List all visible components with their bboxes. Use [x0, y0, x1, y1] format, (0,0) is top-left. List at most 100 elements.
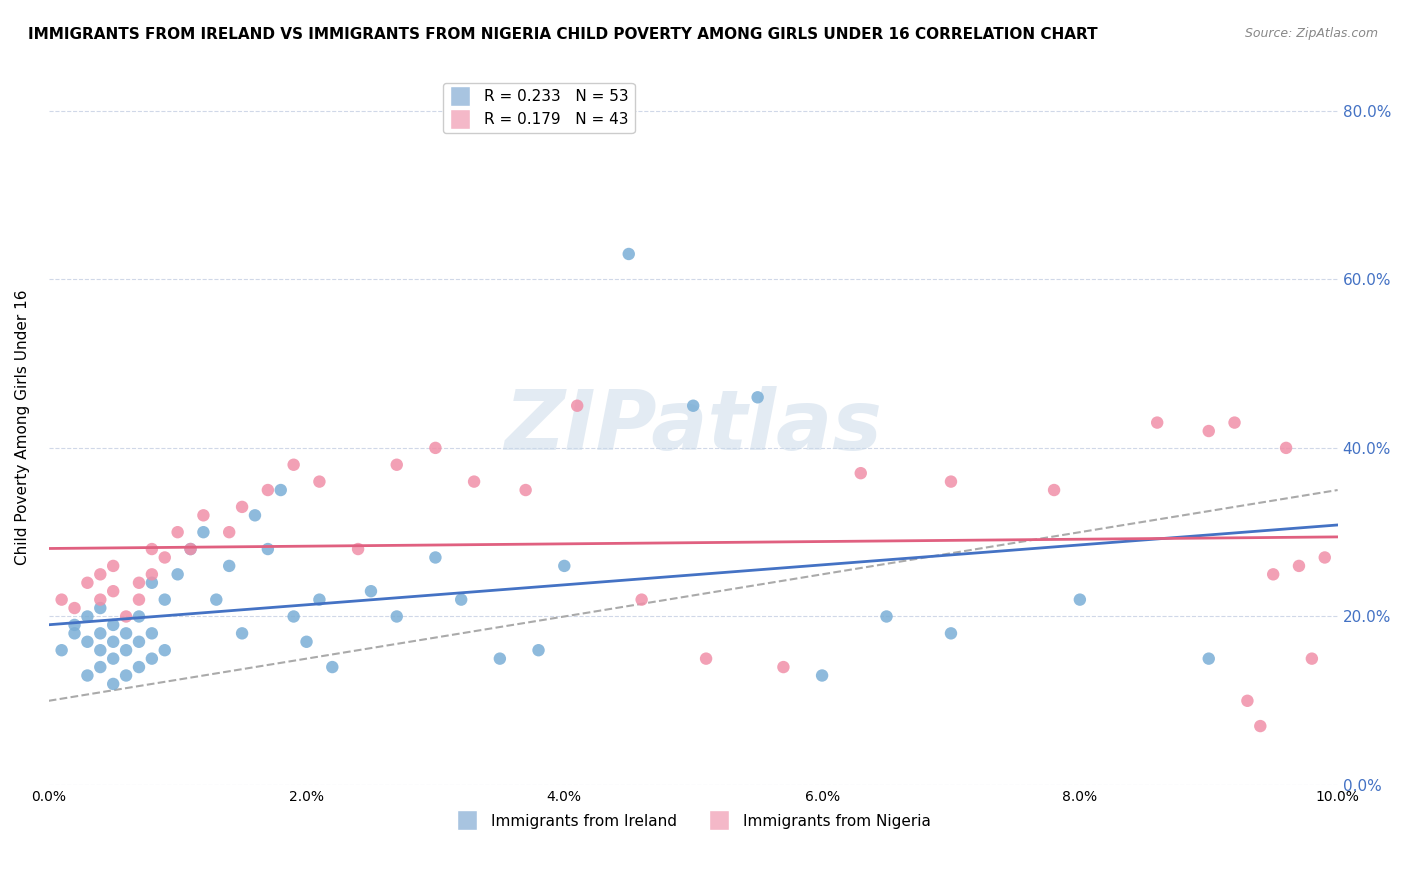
Immigrants from Ireland: [153, 643, 176, 657]
Immigrants from Ireland: [115, 668, 138, 682]
Immigrants from Nigeria: [218, 525, 240, 540]
Immigrants from Ireland: [103, 634, 125, 648]
Immigrants from Ireland: [76, 634, 98, 648]
Immigrants from Nigeria: [128, 575, 150, 590]
Immigrants from Ireland: [103, 618, 125, 632]
Immigrants from Nigeria: [1198, 424, 1220, 438]
Immigrants from Nigeria: [63, 601, 86, 615]
Immigrants from Ireland: [89, 601, 111, 615]
Immigrants from Nigeria: [463, 475, 485, 489]
Immigrants from Ireland: [218, 558, 240, 573]
Text: ZIPatlas: ZIPatlas: [505, 386, 882, 467]
Immigrants from Nigeria: [1223, 416, 1246, 430]
Immigrants from Ireland: [876, 609, 898, 624]
Immigrants from Ireland: [128, 634, 150, 648]
Immigrants from Ireland: [811, 668, 834, 682]
Immigrants from Ireland: [682, 399, 704, 413]
Immigrants from Nigeria: [128, 592, 150, 607]
Immigrants from Ireland: [141, 626, 163, 640]
Immigrants from Ireland: [180, 542, 202, 557]
Immigrants from Ireland: [89, 626, 111, 640]
Immigrants from Nigeria: [772, 660, 794, 674]
Immigrants from Nigeria: [1263, 567, 1285, 582]
Immigrants from Ireland: [425, 550, 447, 565]
Immigrants from Ireland: [295, 634, 318, 648]
Immigrants from Nigeria: [115, 609, 138, 624]
Immigrants from Nigeria: [308, 475, 330, 489]
Immigrants from Ireland: [141, 575, 163, 590]
Immigrants from Nigeria: [385, 458, 408, 472]
Immigrants from Ireland: [103, 651, 125, 665]
Immigrants from Nigeria: [257, 483, 280, 497]
Immigrants from Ireland: [103, 677, 125, 691]
Immigrants from Nigeria: [89, 567, 111, 582]
Y-axis label: Child Poverty Among Girls Under 16: Child Poverty Among Girls Under 16: [15, 289, 30, 565]
Immigrants from Nigeria: [347, 542, 370, 557]
Immigrants from Ireland: [270, 483, 292, 497]
Immigrants from Nigeria: [283, 458, 305, 472]
Immigrants from Ireland: [89, 643, 111, 657]
Immigrants from Nigeria: [180, 542, 202, 557]
Text: IMMIGRANTS FROM IRELAND VS IMMIGRANTS FROM NIGERIA CHILD POVERTY AMONG GIRLS UND: IMMIGRANTS FROM IRELAND VS IMMIGRANTS FR…: [28, 27, 1098, 42]
Immigrants from Ireland: [128, 609, 150, 624]
Immigrants from Ireland: [1198, 651, 1220, 665]
Immigrants from Nigeria: [1275, 441, 1298, 455]
Immigrants from Ireland: [193, 525, 215, 540]
Immigrants from Nigeria: [515, 483, 537, 497]
Immigrants from Ireland: [166, 567, 188, 582]
Immigrants from Ireland: [939, 626, 962, 640]
Text: Source: ZipAtlas.com: Source: ZipAtlas.com: [1244, 27, 1378, 40]
Immigrants from Ireland: [308, 592, 330, 607]
Immigrants from Nigeria: [141, 542, 163, 557]
Immigrants from Ireland: [141, 651, 163, 665]
Immigrants from Nigeria: [153, 550, 176, 565]
Immigrants from Nigeria: [76, 575, 98, 590]
Immigrants from Nigeria: [141, 567, 163, 582]
Immigrants from Ireland: [243, 508, 266, 523]
Immigrants from Nigeria: [193, 508, 215, 523]
Immigrants from Ireland: [51, 643, 73, 657]
Immigrants from Ireland: [76, 609, 98, 624]
Immigrants from Ireland: [63, 618, 86, 632]
Legend: Immigrants from Ireland, Immigrants from Nigeria: Immigrants from Ireland, Immigrants from…: [450, 807, 936, 835]
Immigrants from Nigeria: [939, 475, 962, 489]
Immigrants from Ireland: [89, 660, 111, 674]
Immigrants from Nigeria: [1313, 550, 1336, 565]
Immigrants from Nigeria: [1146, 416, 1168, 430]
Immigrants from Nigeria: [1301, 651, 1323, 665]
Immigrants from Nigeria: [1288, 558, 1310, 573]
Immigrants from Ireland: [553, 558, 575, 573]
Immigrants from Ireland: [321, 660, 343, 674]
Immigrants from Nigeria: [1236, 694, 1258, 708]
Immigrants from Nigeria: [849, 466, 872, 480]
Immigrants from Ireland: [1069, 592, 1091, 607]
Immigrants from Ireland: [63, 626, 86, 640]
Immigrants from Ireland: [128, 660, 150, 674]
Immigrants from Ireland: [115, 626, 138, 640]
Immigrants from Ireland: [115, 643, 138, 657]
Immigrants from Ireland: [385, 609, 408, 624]
Immigrants from Ireland: [527, 643, 550, 657]
Immigrants from Ireland: [489, 651, 512, 665]
Immigrants from Nigeria: [630, 592, 652, 607]
Immigrants from Nigeria: [567, 399, 589, 413]
Immigrants from Ireland: [76, 668, 98, 682]
Immigrants from Nigeria: [51, 592, 73, 607]
Immigrants from Nigeria: [103, 584, 125, 599]
Immigrants from Nigeria: [695, 651, 717, 665]
Immigrants from Nigeria: [166, 525, 188, 540]
Immigrants from Nigeria: [103, 558, 125, 573]
Immigrants from Nigeria: [231, 500, 253, 514]
Immigrants from Ireland: [360, 584, 382, 599]
Immigrants from Nigeria: [1249, 719, 1271, 733]
Immigrants from Nigeria: [425, 441, 447, 455]
Immigrants from Ireland: [257, 542, 280, 557]
Immigrants from Ireland: [617, 247, 640, 261]
Immigrants from Ireland: [153, 592, 176, 607]
Immigrants from Ireland: [205, 592, 228, 607]
Immigrants from Ireland: [747, 390, 769, 404]
Immigrants from Nigeria: [1043, 483, 1066, 497]
Immigrants from Ireland: [231, 626, 253, 640]
Immigrants from Ireland: [450, 592, 472, 607]
Immigrants from Nigeria: [89, 592, 111, 607]
